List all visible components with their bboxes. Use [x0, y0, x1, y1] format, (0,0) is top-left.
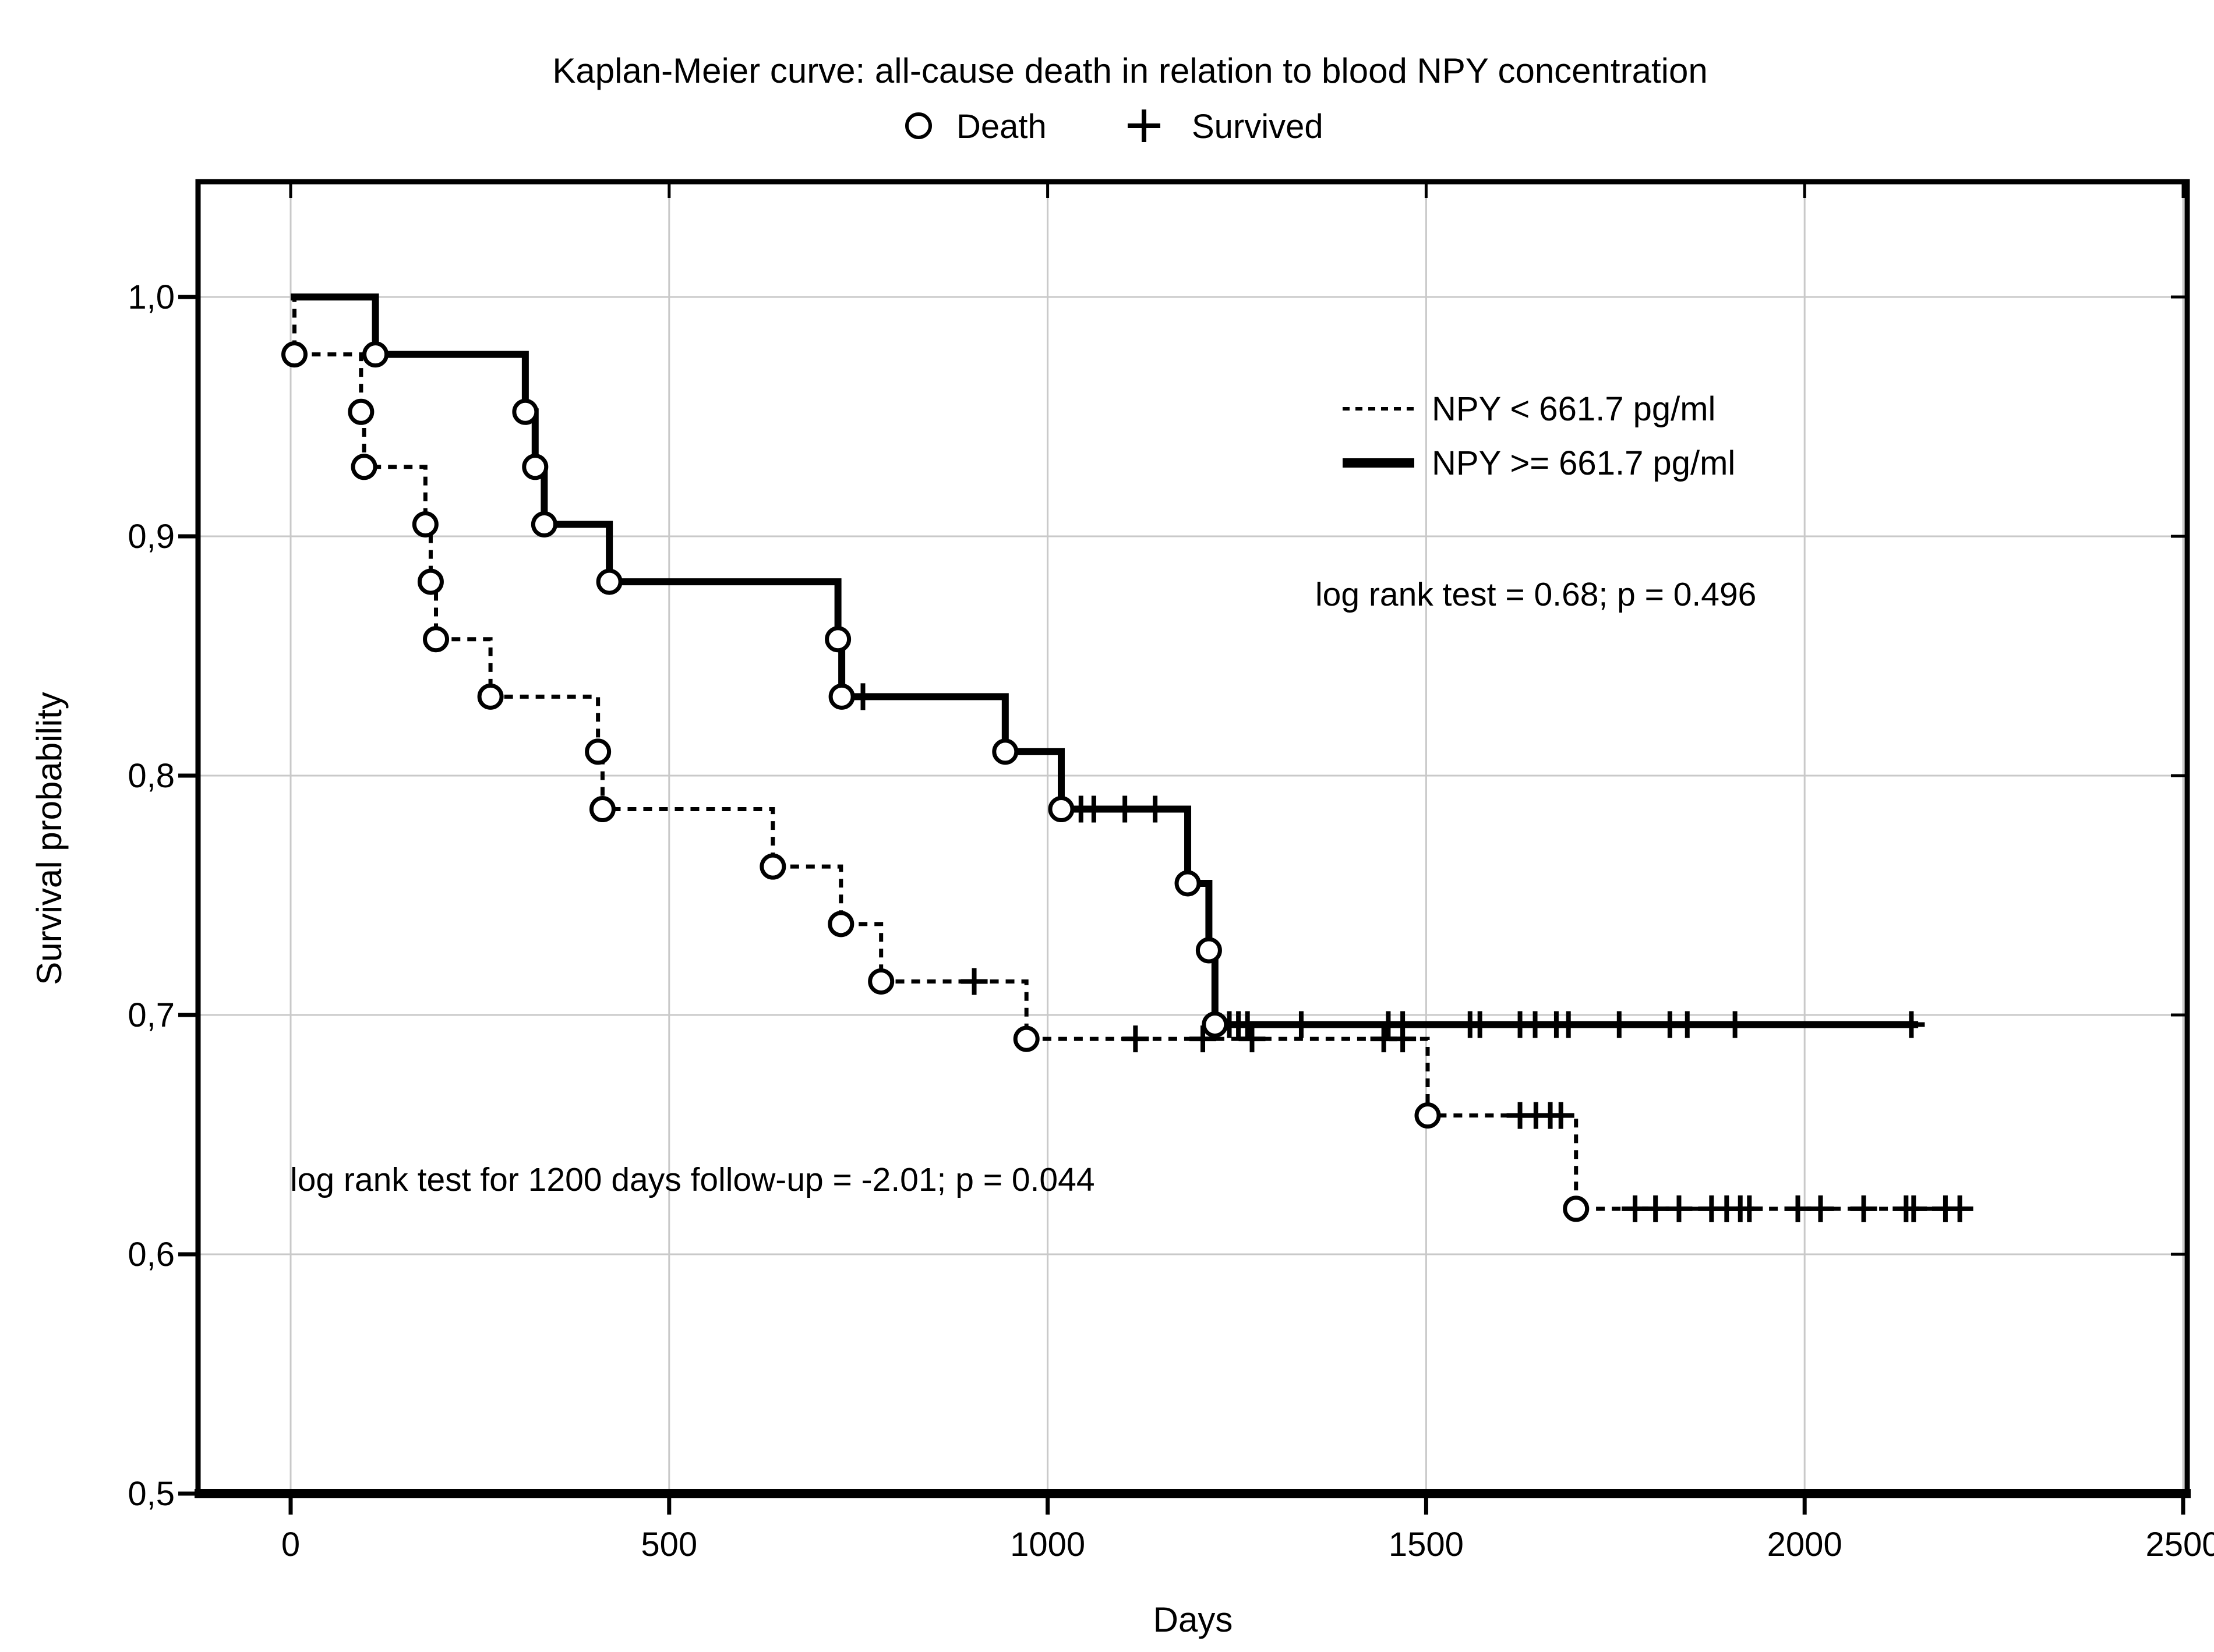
km-curve-npy-low	[291, 295, 1965, 1211]
death-marker-icon	[522, 454, 549, 480]
chart-plot-area: 0 500 1000 1500 2000 2500 1,0 0,9 0,8 0,7 0,6 0,5	[128, 179, 2214, 1563]
death-marker-icon	[423, 626, 450, 653]
y-tick-label: 0,8	[128, 757, 175, 795]
death-marker-icon	[362, 341, 389, 368]
death-symbol-icon	[905, 112, 932, 139]
death-marker-icon	[531, 511, 557, 537]
death-marker-icon	[412, 511, 439, 537]
death-marker-icon	[828, 683, 855, 710]
x-tick-label: 1500	[1389, 1526, 1464, 1563]
x-tick-label: 0	[281, 1526, 300, 1563]
death-marker-icon	[1174, 870, 1201, 897]
death-marker-icon	[417, 568, 444, 595]
death-marker-icon	[1414, 1102, 1441, 1129]
survived-symbol-icon	[1128, 109, 1160, 142]
legend-label-npy-high: NPY >= 661.7 pg/ml	[1432, 444, 1735, 482]
death-marker-icon	[825, 626, 852, 653]
death-marker-icon	[992, 738, 1019, 765]
death-marker-icon	[589, 796, 616, 823]
plot-border	[195, 179, 2190, 1497]
x-tick-label: 2000	[1767, 1526, 1842, 1563]
y-tick-label: 1,0	[128, 278, 175, 316]
death-symbol-label: Death	[956, 108, 1047, 146]
death-marker-icon	[760, 853, 786, 880]
death-marker-icon	[348, 398, 375, 425]
death-marker-icon	[1013, 1025, 1040, 1052]
x-tick-label: 500	[641, 1526, 697, 1563]
death-marker-icon	[1202, 1011, 1228, 1038]
series-legend: NPY < 661.7 pg/ml NPY >= 661.7 pg/ml	[1343, 390, 1735, 482]
x-tick-label: 2500	[2145, 1526, 2214, 1563]
death-marker-icon	[1563, 1195, 1590, 1222]
survived-symbol-label: Survived	[1192, 108, 1323, 146]
y-axis-label: Survival probability	[30, 692, 69, 985]
y-tick-label: 0,6	[128, 1236, 175, 1274]
death-marker-icon	[585, 738, 612, 765]
death-marker-icon	[828, 911, 854, 938]
marker-legend: Death Survived	[905, 108, 1323, 146]
chart-title: Kaplan-Meier curve: all-cause death in r…	[552, 51, 1707, 90]
annotation-log-rank-1200: log rank test for 1200 days follow-up = …	[290, 1161, 1095, 1198]
death-marker-icon	[281, 341, 308, 368]
death-marker-icon	[351, 454, 377, 480]
y-tick-label: 0,7	[128, 996, 175, 1034]
x-tick-label: 1000	[1010, 1526, 1085, 1563]
y-tick-label: 0,5	[128, 1475, 175, 1513]
death-marker-icon	[512, 398, 539, 425]
death-marker-icon	[596, 568, 623, 595]
death-marker-icon	[868, 968, 895, 995]
death-marker-icon	[1195, 937, 1222, 964]
y-tick-label: 0,9	[128, 518, 175, 556]
annotation-log-rank-overall: log rank test = 0.68; p = 0.496	[1315, 576, 1756, 613]
x-axis-label: Days	[1153, 1600, 1233, 1639]
death-marker-icon	[1048, 796, 1075, 823]
death-marker-icon	[477, 683, 504, 710]
legend-label-npy-low: NPY < 661.7 pg/ml	[1432, 390, 1715, 428]
